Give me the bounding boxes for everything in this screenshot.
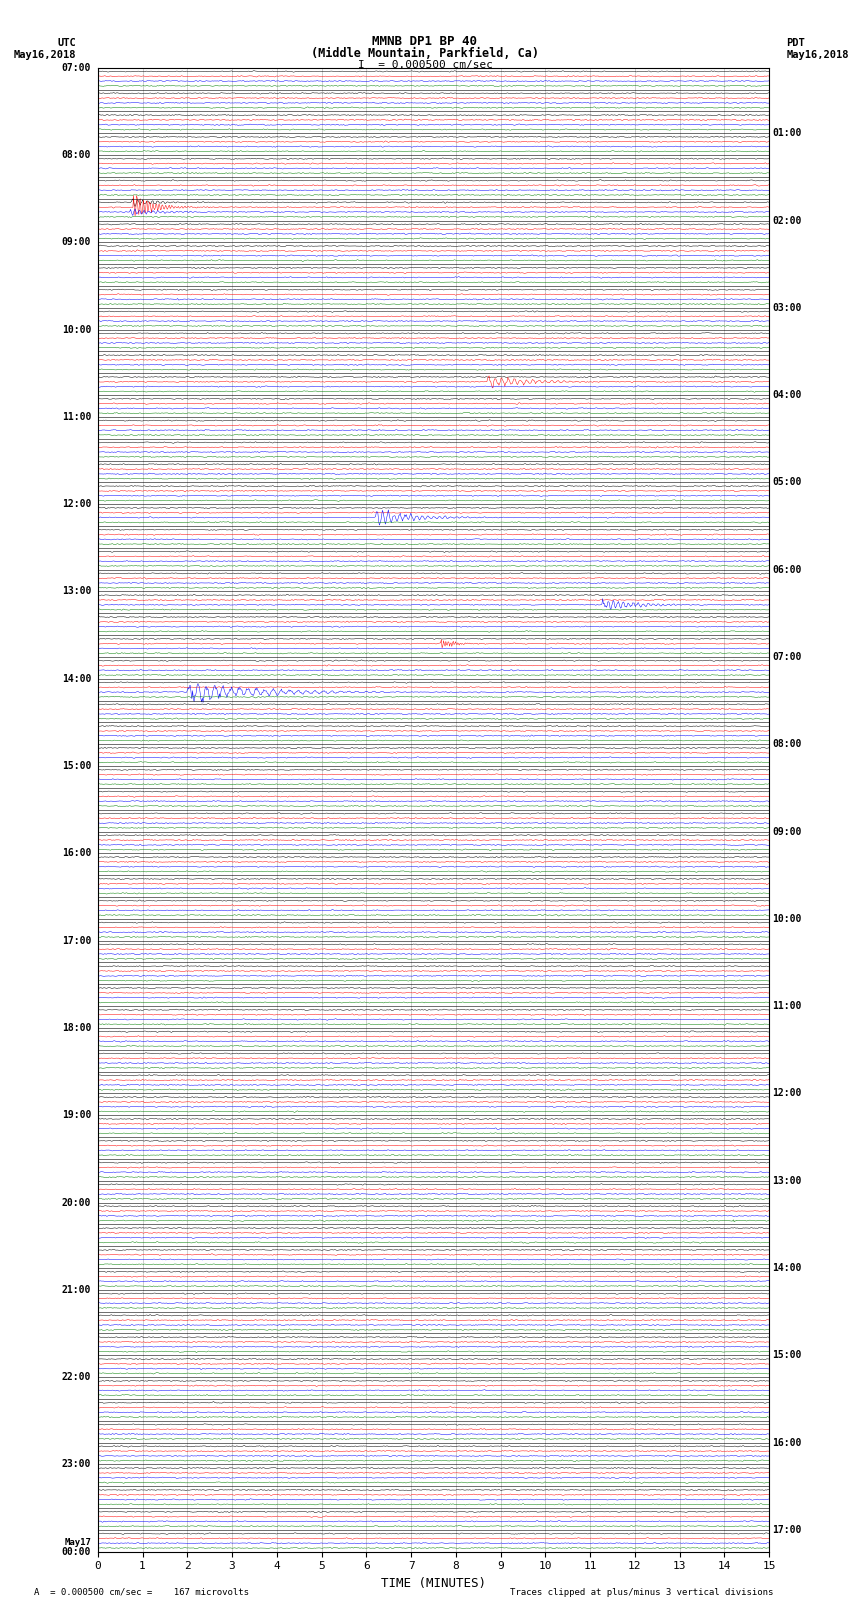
Text: 22:00: 22:00 (62, 1373, 91, 1382)
Text: 23:00: 23:00 (62, 1460, 91, 1469)
X-axis label: TIME (MINUTES): TIME (MINUTES) (381, 1578, 486, 1590)
Text: 16:00: 16:00 (773, 1437, 802, 1447)
Text: 08:00: 08:00 (773, 739, 802, 750)
Text: 17:00: 17:00 (773, 1524, 802, 1536)
Text: 10:00: 10:00 (773, 915, 802, 924)
Text: I  = 0.000500 cm/sec: I = 0.000500 cm/sec (358, 60, 492, 69)
Text: 12:00: 12:00 (773, 1089, 802, 1098)
Text: 14:00: 14:00 (773, 1263, 802, 1273)
Text: 13:00: 13:00 (62, 587, 91, 597)
Text: May16,2018: May16,2018 (14, 50, 76, 60)
Text: 18:00: 18:00 (62, 1023, 91, 1032)
Text: (Middle Mountain, Parkfield, Ca): (Middle Mountain, Parkfield, Ca) (311, 47, 539, 60)
Text: 15:00: 15:00 (773, 1350, 802, 1360)
Text: 07:00: 07:00 (773, 652, 802, 661)
Text: 12:00: 12:00 (62, 498, 91, 510)
Text: 01:00: 01:00 (773, 127, 802, 139)
Text: May17: May17 (64, 1539, 91, 1547)
Text: 13:00: 13:00 (773, 1176, 802, 1186)
Text: 08:00: 08:00 (62, 150, 91, 160)
Text: A  = 0.000500 cm/sec =    167 microvolts: A = 0.000500 cm/sec = 167 microvolts (34, 1587, 249, 1597)
Text: 09:00: 09:00 (773, 826, 802, 837)
Text: 11:00: 11:00 (62, 411, 91, 423)
Text: PDT: PDT (786, 39, 805, 48)
Text: 06:00: 06:00 (773, 565, 802, 574)
Text: 17:00: 17:00 (62, 936, 91, 945)
Text: 07:00: 07:00 (62, 63, 91, 73)
Text: 20:00: 20:00 (62, 1197, 91, 1208)
Text: 19:00: 19:00 (62, 1110, 91, 1121)
Text: 15:00: 15:00 (62, 761, 91, 771)
Text: 11:00: 11:00 (773, 1002, 802, 1011)
Text: 03:00: 03:00 (773, 303, 802, 313)
Text: 10:00: 10:00 (62, 324, 91, 334)
Text: 09:00: 09:00 (62, 237, 91, 247)
Text: 16:00: 16:00 (62, 848, 91, 858)
Text: May16,2018: May16,2018 (786, 50, 849, 60)
Text: Traces clipped at plus/minus 3 vertical divisions: Traces clipped at plus/minus 3 vertical … (510, 1587, 774, 1597)
Text: 00:00: 00:00 (62, 1547, 91, 1557)
Text: 02:00: 02:00 (773, 216, 802, 226)
Text: 14:00: 14:00 (62, 674, 91, 684)
Text: UTC: UTC (58, 39, 76, 48)
Text: 21:00: 21:00 (62, 1286, 91, 1295)
Text: 04:00: 04:00 (773, 390, 802, 400)
Text: 05:00: 05:00 (773, 477, 802, 487)
Text: MMNB DP1 BP 40: MMNB DP1 BP 40 (372, 35, 478, 48)
